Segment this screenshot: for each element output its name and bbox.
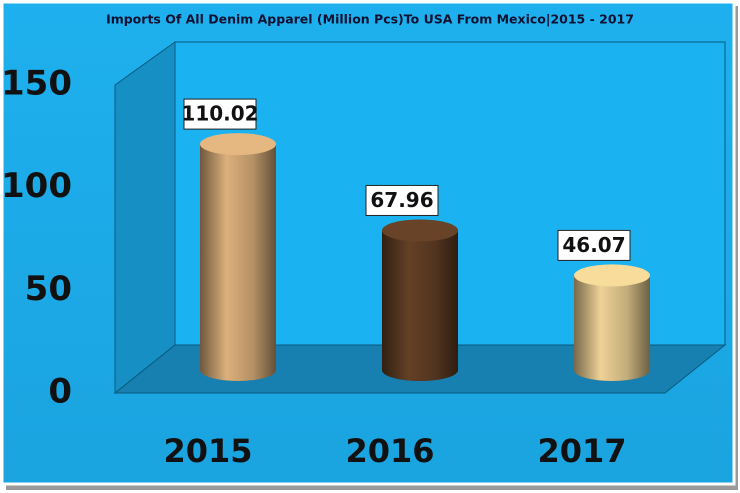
- x-tick-label: 2016: [345, 432, 434, 470]
- value-label: 67.96: [370, 188, 433, 212]
- x-tick-label: 2017: [537, 432, 626, 470]
- chart-title: Imports Of All Denim Apparel (Million Pc…: [106, 12, 634, 27]
- y-tick-label: 150: [1, 64, 72, 104]
- x-tick-label: 2015: [163, 432, 252, 470]
- bar: [382, 230, 458, 370]
- y-tick-label: 50: [25, 269, 72, 309]
- y-tick-label: 0: [48, 372, 72, 412]
- bar-bottom-edge: [200, 359, 276, 381]
- bar-bottom-edge: [382, 359, 458, 381]
- value-label-box: [183, 98, 257, 130]
- value-label: 46.07: [562, 233, 625, 257]
- y-tick-label: 100: [1, 166, 72, 206]
- bar: [574, 275, 650, 370]
- side-wall: [114, 41, 176, 395]
- bar-bottom-edge: [574, 359, 650, 381]
- bar-top: [574, 264, 650, 287]
- value-label-box: [365, 184, 439, 216]
- value-label-box: [557, 229, 631, 261]
- value-label: 110.02: [181, 102, 258, 126]
- bar: [200, 144, 276, 370]
- bar-top: [200, 133, 276, 156]
- bar-top: [382, 219, 458, 242]
